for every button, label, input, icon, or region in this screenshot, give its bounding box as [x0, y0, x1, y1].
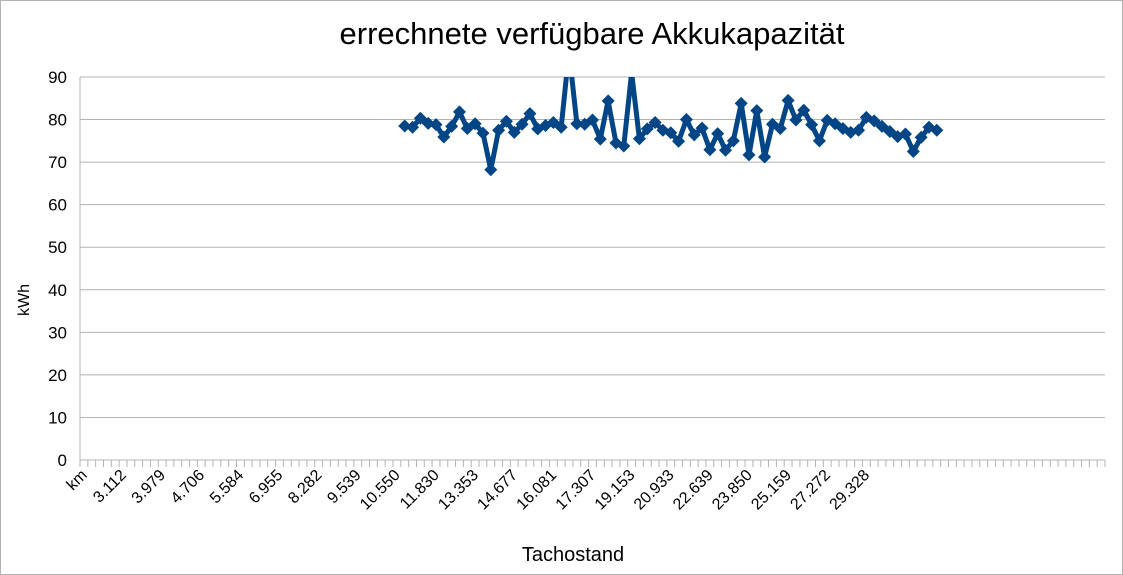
x-tick-label: 23.850 [709, 467, 756, 514]
data-point-marker [523, 107, 537, 121]
y-tick-label: 60 [48, 196, 67, 215]
data-point-marker [452, 105, 466, 119]
data-series [398, 77, 944, 177]
y-axis-ticks: 0 10 20 30 40 50 60 70 80 90 [48, 68, 67, 470]
data-point-marker [570, 117, 584, 131]
x-tick-label: 19.153 [592, 467, 639, 514]
data-point-marker [445, 119, 459, 133]
x-tick-label: 5.584 [207, 467, 247, 507]
data-point-marker [906, 144, 920, 158]
data-point-marker [499, 114, 513, 128]
data-point-marker [476, 126, 490, 140]
data-point-marker [679, 113, 693, 127]
y-tick-label: 40 [48, 281, 67, 300]
x-tick-label: 17.307 [553, 467, 600, 514]
data-point-marker [703, 143, 717, 157]
x-tick-label: 27.272 [787, 467, 834, 514]
data-point-marker [898, 127, 912, 141]
x-axis-label: Tachostand [522, 544, 624, 566]
y-tick-label: 80 [48, 111, 67, 130]
data-point-marker [437, 130, 451, 144]
y-tick-label: 10 [48, 408, 67, 427]
data-point-marker [468, 117, 482, 131]
data-point-marker [398, 119, 412, 133]
data-point-marker [632, 132, 646, 146]
x-tick-label: 25.159 [748, 467, 795, 514]
data-point-marker [672, 134, 686, 148]
y-tick-label: 90 [48, 68, 67, 87]
chart-title: errechnete verfügbare Akkukapazität [340, 16, 845, 51]
data-point-marker [867, 114, 881, 128]
gridlines [79, 76, 1105, 461]
x-tick-label: 20.933 [631, 467, 678, 514]
data-point-marker [852, 123, 866, 137]
x-tick-label: 16.081 [514, 467, 561, 514]
y-tick-label: 30 [48, 323, 67, 342]
x-tick-label: 3.979 [129, 467, 169, 507]
data-point-marker [492, 123, 506, 137]
data-point-marker [648, 116, 662, 130]
data-point-marker [601, 94, 615, 108]
y-tick-label: 50 [48, 238, 67, 257]
data-point-marker [695, 121, 709, 135]
x-tick-label: 3.112 [90, 467, 130, 507]
data-point-marker [507, 125, 521, 139]
data-point-marker [421, 116, 435, 130]
x-tick-label: 22.639 [670, 467, 717, 514]
data-point-marker [812, 134, 826, 148]
data-point-marker [758, 150, 772, 164]
data-point-marker [742, 148, 756, 162]
x-tick-label: 14.677 [474, 467, 521, 514]
x-tick-label: km [64, 467, 91, 494]
data-point-marker [640, 122, 654, 136]
y-axis-label: kWh [16, 284, 33, 316]
y-tick-label: 0 [58, 451, 67, 470]
data-point-marker [406, 120, 420, 134]
series-line [404, 77, 938, 173]
data-point-marker [617, 139, 631, 153]
data-point-marker [711, 127, 725, 141]
x-tick-label: 10.550 [357, 467, 404, 514]
x-tick-label: 29.328 [827, 467, 874, 514]
data-point-marker [429, 118, 443, 132]
data-point-marker [750, 104, 764, 118]
x-tick-label: 8.282 [285, 467, 325, 507]
data-point-marker [773, 121, 787, 135]
data-point-marker [914, 130, 928, 144]
data-point-marker [586, 113, 599, 127]
data-point-marker [554, 120, 568, 134]
x-tick-label: 6.955 [246, 467, 286, 507]
data-point-marker [687, 128, 701, 142]
data-point-marker [734, 96, 748, 110]
data-point-marker [930, 123, 944, 137]
data-point-marker [789, 113, 803, 127]
data-point-marker [781, 93, 795, 107]
data-point-marker [805, 118, 819, 132]
data-point-marker [797, 103, 811, 117]
data-point-marker [922, 120, 936, 134]
data-point-marker [593, 132, 607, 146]
data-point-marker [515, 117, 529, 131]
y-tick-label: 70 [48, 153, 67, 172]
x-tick-label: 11.830 [397, 467, 443, 513]
data-point-marker [719, 143, 733, 157]
data-point-marker [664, 126, 678, 140]
x-tick-label: 4.706 [168, 467, 208, 507]
data-point-marker [726, 134, 740, 148]
data-point-marker [629, 77, 634, 80]
x-tick-label: 13.353 [435, 467, 482, 514]
y-tick-label: 20 [48, 366, 67, 385]
x-axis: km 3.1123.9794.7065.5846.9558.2829.53910.… [64, 460, 1106, 514]
data-point-marker [484, 163, 498, 177]
